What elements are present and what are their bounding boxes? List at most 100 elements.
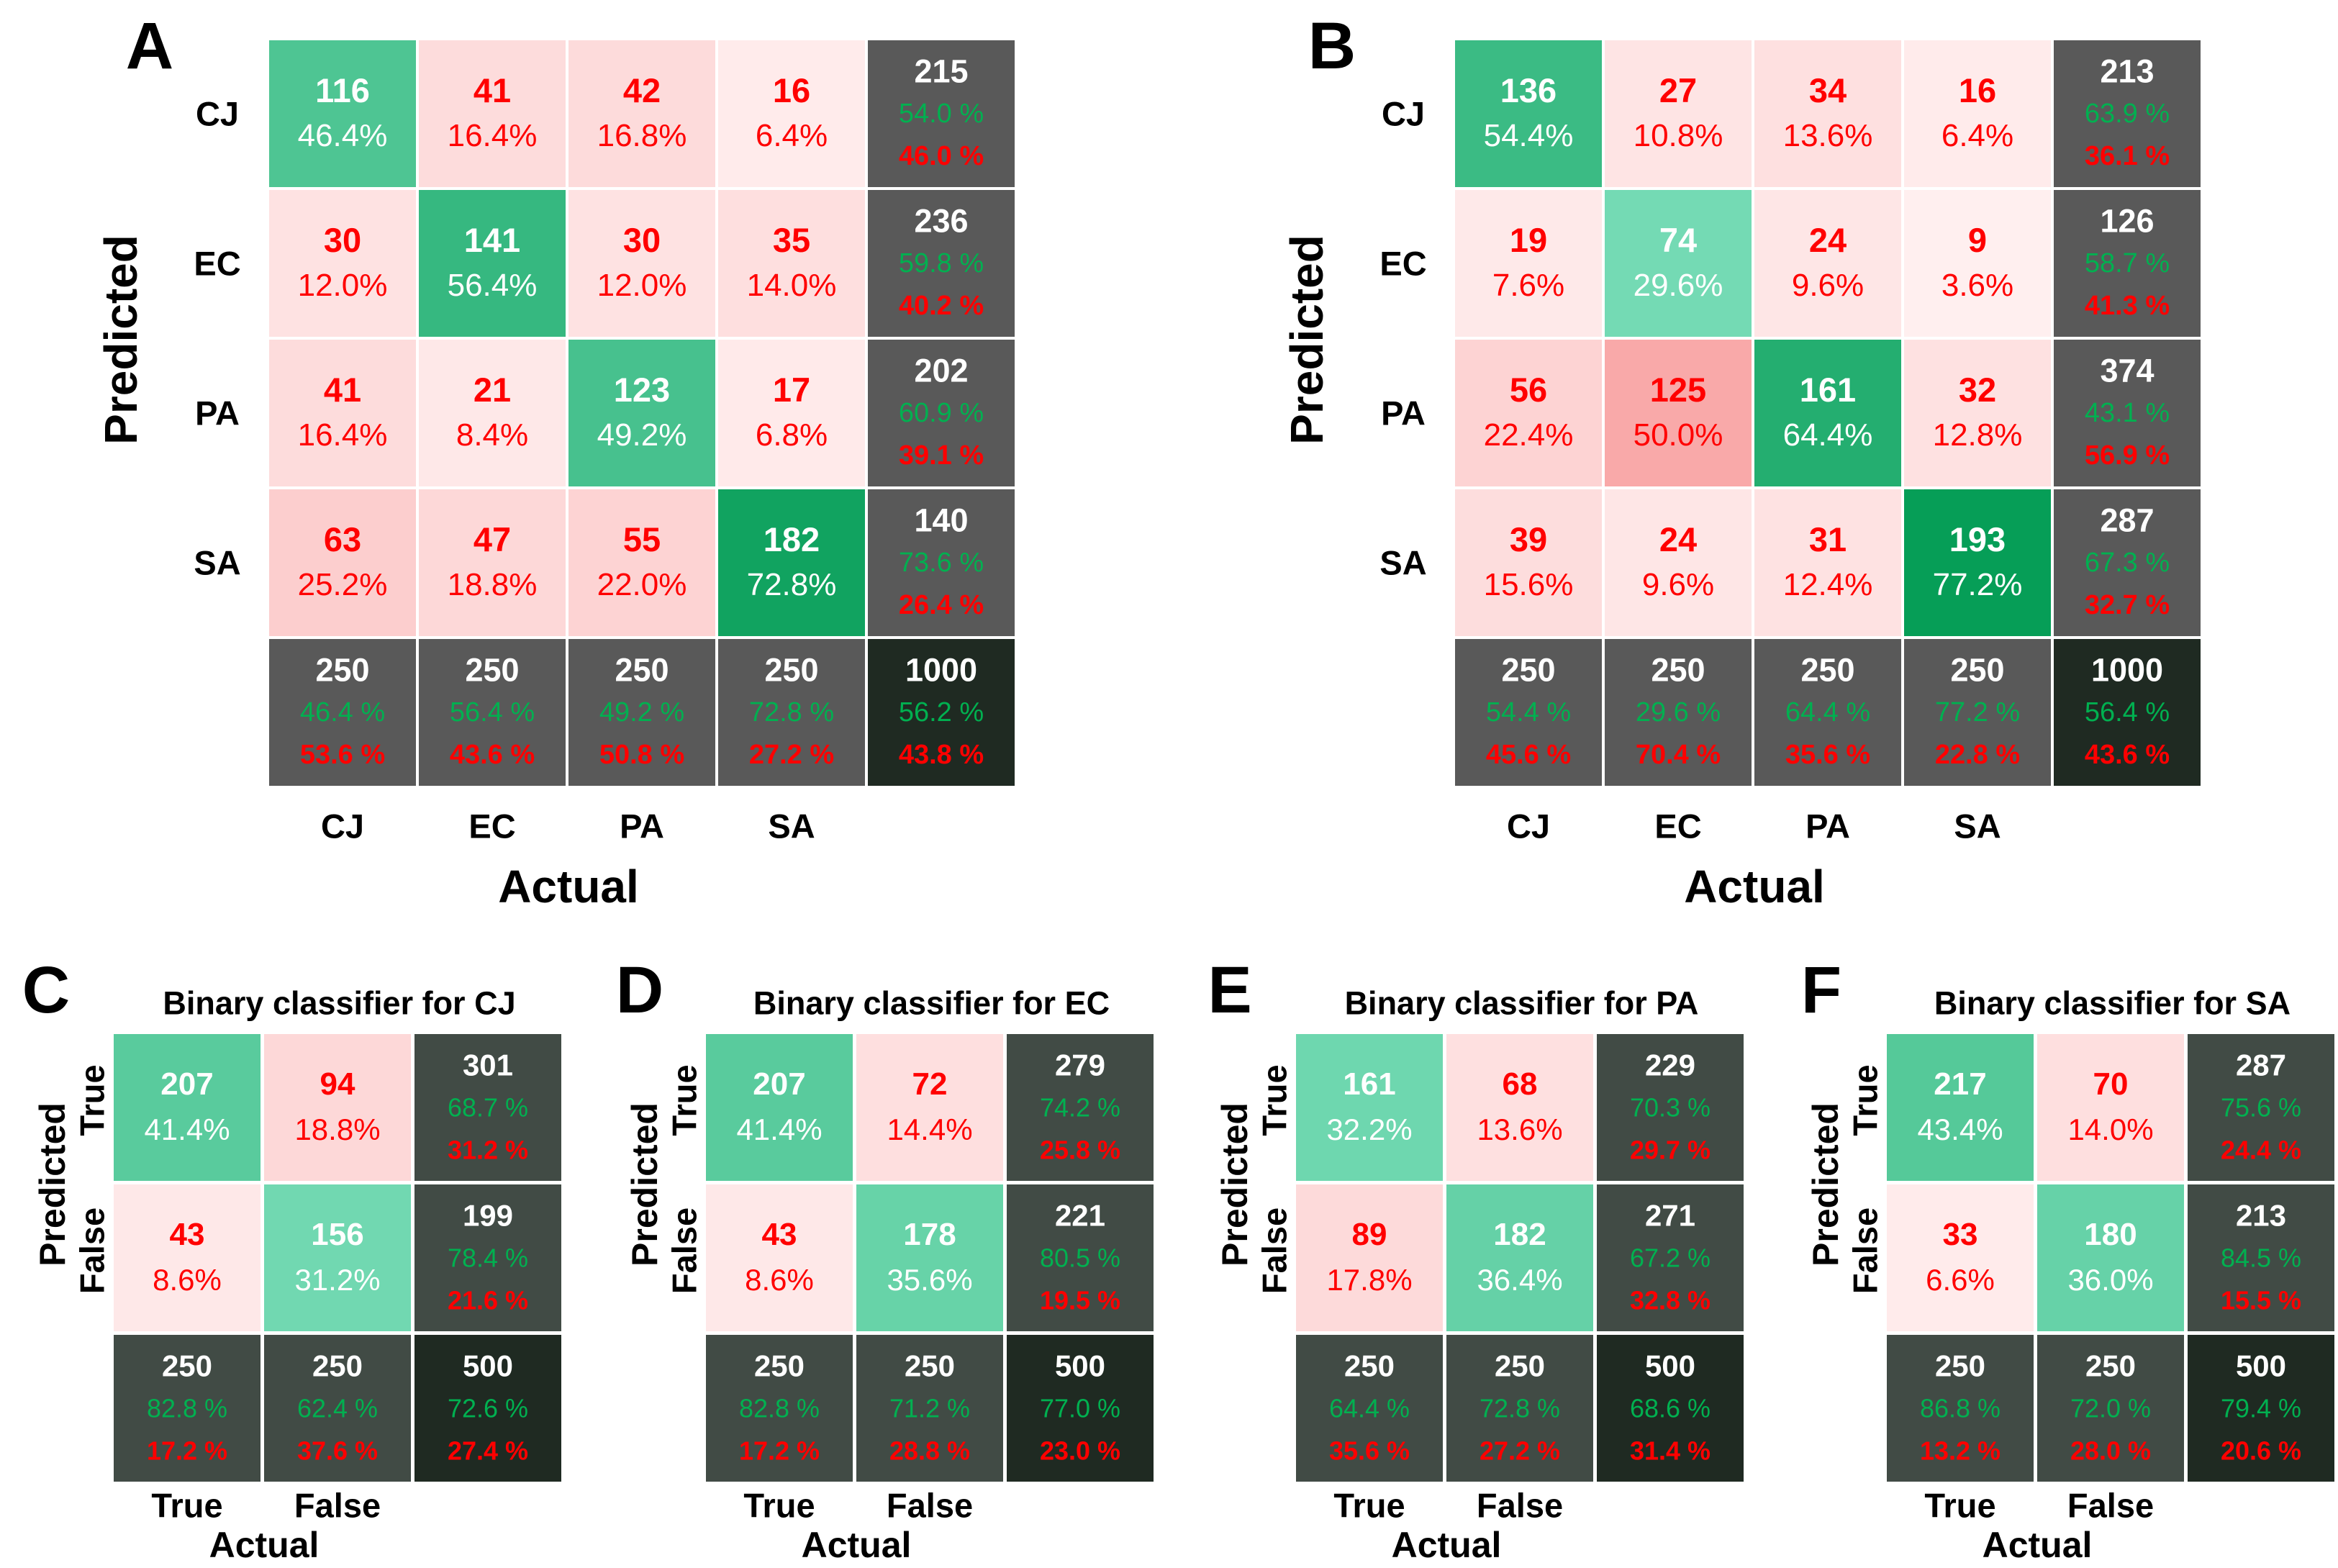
x-tick-label: False <box>1477 1487 1563 1525</box>
summary-correct-pct: 64.4 % <box>1785 697 1870 728</box>
summary-total: 215 <box>914 53 968 89</box>
summary-correct-pct: 56.4 % <box>450 697 535 728</box>
x-tick-label: True <box>743 1487 815 1525</box>
cell-percent: 64.4% <box>1783 417 1873 453</box>
panel-title: Binary classifier for EC <box>753 985 1110 1022</box>
summary-wrong-pct: 43.8 % <box>899 740 984 770</box>
x-tick-label: SA <box>1954 807 2001 846</box>
cell-error <box>1887 1184 2034 1331</box>
cell-count: 70 <box>2093 1066 2129 1102</box>
cell-count: 24 <box>1659 520 1697 558</box>
cell-error <box>568 190 715 337</box>
y-axis-title: Predicted <box>625 1102 665 1266</box>
row-summary <box>2188 1184 2334 1331</box>
cell-percent: 16.8% <box>597 118 687 153</box>
summary-total: 250 <box>1935 1349 1985 1382</box>
column-summary <box>1904 639 2051 786</box>
summary-total: 271 <box>1645 1198 1695 1232</box>
cell-percent: 12.0% <box>597 268 687 303</box>
cell-percent: 9.6% <box>1642 567 1714 602</box>
cell-error <box>264 1034 411 1181</box>
cell-error <box>1605 40 1752 187</box>
summary-wrong-pct: 31.4 % <box>1630 1436 1711 1466</box>
cell-count: 35 <box>773 221 810 259</box>
y-tick-label: PA <box>1381 394 1426 432</box>
cell-count: 43 <box>170 1217 205 1252</box>
cell-correct <box>264 1184 411 1331</box>
summary-wrong-pct: 37.6 % <box>297 1436 378 1466</box>
cell-count: 41 <box>324 371 361 409</box>
cell-correct <box>114 1034 260 1181</box>
summary-total: 1000 <box>905 651 977 688</box>
cell-percent: 35.6% <box>887 1263 972 1297</box>
panel-title: Binary classifier for PA <box>1345 985 1699 1022</box>
cell-correct <box>1605 190 1752 337</box>
summary-wrong-pct: 15.5 % <box>2221 1286 2301 1315</box>
cell-percent: 8.6% <box>745 1263 814 1297</box>
cell-percent: 14.0% <box>2067 1112 2153 1146</box>
cell-count: 19 <box>1510 221 1547 259</box>
cell-count: 68 <box>1503 1066 1538 1102</box>
cell-percent: 41.4% <box>144 1112 230 1146</box>
cell-percent: 32.2% <box>1326 1112 1412 1146</box>
cell-count: 89 <box>1352 1217 1387 1252</box>
cell-count: 94 <box>320 1066 355 1102</box>
cell-count: 16 <box>773 71 810 109</box>
summary-wrong-pct: 20.6 % <box>2221 1436 2301 1466</box>
cell-count: 178 <box>903 1217 956 1252</box>
cell-percent: 12.4% <box>1783 567 1873 602</box>
summary-wrong-pct: 39.1 % <box>899 440 984 471</box>
summary-correct-pct: 29.6 % <box>1636 697 1721 728</box>
cell-count: 217 <box>1934 1066 1986 1102</box>
summary-total: 500 <box>1645 1349 1695 1382</box>
cell-correct <box>568 340 715 486</box>
cell-percent: 31.2% <box>294 1263 380 1297</box>
summary-correct-pct: 68.7 % <box>448 1093 528 1123</box>
cell-correct <box>1446 1184 1593 1331</box>
row-summary <box>2054 489 2201 636</box>
cell-error <box>419 40 566 187</box>
cell-error <box>718 190 865 337</box>
column-summary <box>2037 1335 2184 1482</box>
summary-correct-pct: 67.2 % <box>1630 1243 1711 1273</box>
row-summary <box>1597 1034 1744 1181</box>
column-summary <box>269 639 416 786</box>
summary-correct-pct: 75.6 % <box>2221 1093 2301 1123</box>
cell-error <box>2037 1034 2184 1181</box>
summary-total: 250 <box>2085 1349 2136 1382</box>
column-summary <box>568 639 715 786</box>
cell-percent: 6.4% <box>756 118 828 153</box>
summary-wrong-pct: 43.6 % <box>450 740 535 770</box>
cell-error <box>1754 40 1901 187</box>
cell-count: 32 <box>1959 371 1996 409</box>
cell-count: 193 <box>1949 520 2006 558</box>
summary-correct-pct: 72.8 % <box>1480 1394 1560 1423</box>
cell-error <box>269 489 416 636</box>
summary-total: 250 <box>1950 651 2004 688</box>
cell-correct <box>2037 1184 2184 1331</box>
summary-correct-pct: 46.4 % <box>300 697 385 728</box>
cell-count: 72 <box>912 1066 948 1102</box>
cell-correct <box>1904 489 2051 636</box>
cell-correct <box>1887 1034 2034 1181</box>
cell-error <box>706 1184 853 1331</box>
cell-error <box>269 190 416 337</box>
overall-summary <box>2054 639 2201 786</box>
summary-total: 374 <box>2100 352 2154 389</box>
summary-total: 250 <box>312 1349 363 1382</box>
summary-total: 250 <box>1495 1349 1545 1382</box>
summary-wrong-pct: 41.3 % <box>2085 291 2170 321</box>
cell-correct <box>706 1034 853 1181</box>
summary-wrong-pct: 17.2 % <box>147 1436 227 1466</box>
panel-letter: E <box>1207 953 1251 1027</box>
summary-correct-pct: 79.4 % <box>2221 1394 2301 1423</box>
cell-count: 9 <box>1968 221 1987 259</box>
x-tick-label: True <box>151 1487 222 1525</box>
summary-correct-pct: 72.0 % <box>2070 1394 2151 1423</box>
summary-correct-pct: 49.2 % <box>599 697 684 728</box>
row-summary <box>2188 1034 2334 1181</box>
cell-correct <box>718 489 865 636</box>
row-summary <box>868 40 1015 187</box>
x-tick-label: PA <box>620 807 664 846</box>
